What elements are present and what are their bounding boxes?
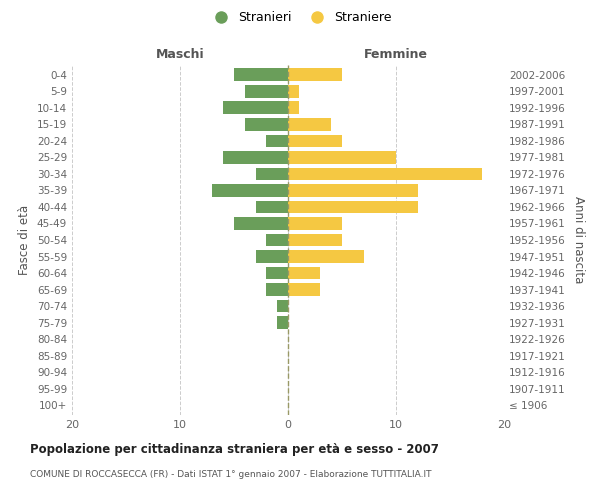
- Text: Maschi: Maschi: [155, 48, 205, 62]
- Bar: [288, 250, 364, 263]
- Bar: [288, 85, 299, 98]
- Y-axis label: Anni di nascita: Anni di nascita: [572, 196, 585, 284]
- Bar: [277, 300, 288, 312]
- Bar: [212, 184, 288, 197]
- Bar: [288, 200, 418, 213]
- Bar: [277, 316, 288, 329]
- Bar: [256, 250, 288, 263]
- Legend: Stranieri, Straniere: Stranieri, Straniere: [203, 6, 397, 29]
- Bar: [245, 118, 288, 131]
- Bar: [288, 102, 299, 114]
- Text: COMUNE DI ROCCASECCA (FR) - Dati ISTAT 1° gennaio 2007 - Elaborazione TUTTITALIA: COMUNE DI ROCCASECCA (FR) - Dati ISTAT 1…: [30, 470, 431, 479]
- Bar: [234, 217, 288, 230]
- Bar: [288, 118, 331, 131]
- Bar: [288, 266, 320, 280]
- Bar: [288, 151, 396, 164]
- Bar: [288, 184, 418, 197]
- Text: Femmine: Femmine: [364, 48, 428, 62]
- Bar: [223, 151, 288, 164]
- Bar: [288, 168, 482, 180]
- Bar: [266, 266, 288, 280]
- Bar: [266, 234, 288, 246]
- Bar: [288, 283, 320, 296]
- Text: Popolazione per cittadinanza straniera per età e sesso - 2007: Popolazione per cittadinanza straniera p…: [30, 442, 439, 456]
- Bar: [223, 102, 288, 114]
- Bar: [234, 68, 288, 82]
- Bar: [266, 134, 288, 147]
- Bar: [288, 234, 342, 246]
- Bar: [288, 134, 342, 147]
- Bar: [288, 68, 342, 82]
- Bar: [256, 168, 288, 180]
- Bar: [245, 85, 288, 98]
- Bar: [288, 217, 342, 230]
- Y-axis label: Fasce di età: Fasce di età: [19, 205, 31, 275]
- Bar: [266, 283, 288, 296]
- Bar: [256, 200, 288, 213]
